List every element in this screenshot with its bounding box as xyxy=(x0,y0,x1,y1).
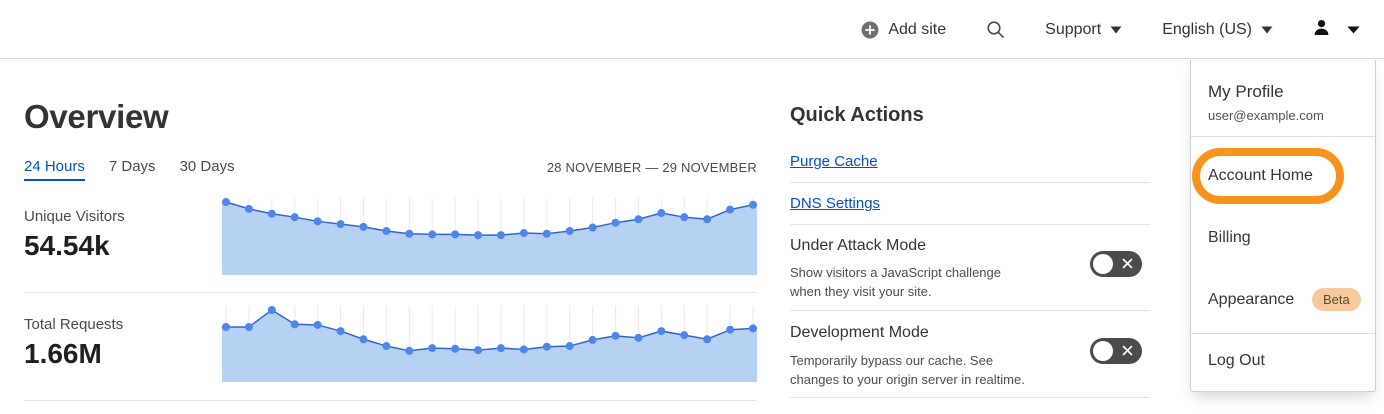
support-menu[interactable]: Support xyxy=(1045,21,1122,39)
top-nav: Add site Support English (US) xyxy=(0,0,1384,59)
under-attack-mode-description: Show visitors a JavaScript challenge whe… xyxy=(790,265,1001,299)
search-icon[interactable] xyxy=(986,20,1005,39)
divider xyxy=(1191,333,1375,334)
user-avatar-icon xyxy=(1313,19,1330,41)
support-label: Support xyxy=(1045,20,1102,38)
quick-actions-title: Quick Actions xyxy=(790,104,924,126)
beta-badge: Beta xyxy=(1312,288,1361,311)
billing-item[interactable]: Billing xyxy=(1208,229,1251,246)
toggle-knob xyxy=(1093,254,1113,274)
divider xyxy=(24,400,757,401)
unique-visitors-label: Unique Visitors xyxy=(24,208,125,225)
purge-cache-link[interactable]: Purge Cache xyxy=(790,153,878,170)
user-email: user@example.com xyxy=(1208,108,1324,123)
toggle-off-x-icon xyxy=(1121,257,1134,275)
divider xyxy=(1191,136,1375,137)
log-out-item[interactable]: Log Out xyxy=(1208,352,1265,369)
chevron-down-icon xyxy=(1347,21,1360,39)
user-dropdown-menu xyxy=(1190,60,1376,392)
tab-30-days[interactable]: 30 Days xyxy=(179,158,235,175)
chevron-down-icon xyxy=(1110,21,1122,39)
divider xyxy=(790,397,1150,398)
total-requests-chart xyxy=(222,306,757,382)
toggle-knob xyxy=(1093,341,1113,361)
development-mode-description: Temporarily bypass our cache. See change… xyxy=(790,353,1025,387)
chevron-down-icon xyxy=(1261,21,1273,39)
appearance-item[interactable]: Appearance xyxy=(1208,291,1295,308)
development-mode-title: Development Mode xyxy=(790,324,929,341)
language-menu[interactable]: English (US) xyxy=(1162,21,1273,39)
add-site-label: Add site xyxy=(888,20,947,38)
tab-24-hours[interactable]: 24 Hours xyxy=(24,158,85,181)
under-attack-mode-title: Under Attack Mode xyxy=(790,237,927,254)
toggle-off-x-icon xyxy=(1121,344,1134,362)
user-menu-button[interactable] xyxy=(1313,19,1360,41)
total-requests-label: Total Requests xyxy=(24,316,124,333)
divider xyxy=(790,224,1150,225)
plus-circle-icon xyxy=(861,21,879,39)
unique-visitors-chart xyxy=(222,198,757,275)
development-mode-toggle[interactable] xyxy=(1090,338,1142,364)
unique-visitors-value: 54.54k xyxy=(24,230,110,261)
divider xyxy=(24,292,757,293)
dns-settings-link[interactable]: DNS Settings xyxy=(790,195,881,212)
add-site-button[interactable]: Add site xyxy=(861,21,946,39)
my-profile-item[interactable]: My Profile xyxy=(1208,82,1284,101)
page-title: Overview xyxy=(24,98,169,135)
tab-7-days[interactable]: 7 Days xyxy=(108,158,156,175)
divider xyxy=(790,182,1150,183)
under-attack-mode-toggle[interactable] xyxy=(1090,251,1142,277)
time-range-tabs: 24 Hours 7 Days 30 Days xyxy=(24,158,235,181)
total-requests-value: 1.66M xyxy=(24,338,102,369)
divider xyxy=(790,310,1150,311)
language-label: English (US) xyxy=(1162,20,1252,38)
date-range-label: 28 NOVEMBER — 29 NOVEMBER xyxy=(546,160,757,175)
account-home-item[interactable]: Account Home xyxy=(1208,167,1313,184)
